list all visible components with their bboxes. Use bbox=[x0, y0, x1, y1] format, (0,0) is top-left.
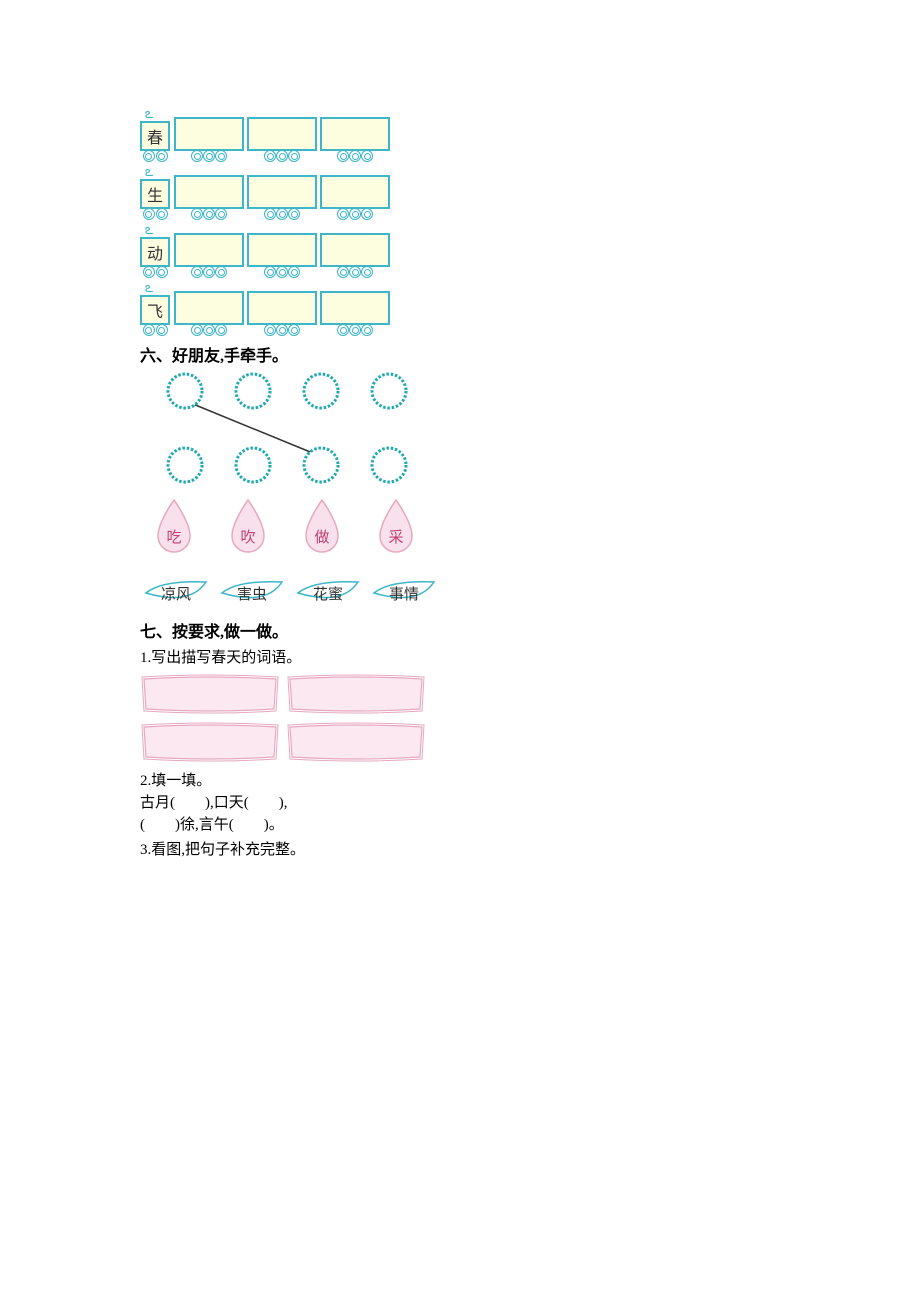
badge-char[interactable]: 升 bbox=[168, 448, 202, 482]
answer-boxes bbox=[140, 673, 440, 763]
answer-box[interactable] bbox=[286, 673, 426, 715]
badge-char[interactable]: 坏 bbox=[236, 448, 270, 482]
smoke-icon: ఽ bbox=[145, 168, 153, 178]
leaf-label: 害虫 bbox=[220, 583, 284, 604]
text-fragment: 古月( bbox=[140, 795, 175, 811]
drop-label: 吃 bbox=[152, 526, 196, 547]
smoke-icon: ఽ bbox=[145, 226, 153, 236]
leaf-row: 凉风 害虫 花蜜 事情 bbox=[140, 556, 460, 608]
q2-line2: ( )徐,言午( )。 bbox=[140, 814, 460, 836]
section6-title: 六、好朋友,手牵手。 bbox=[140, 342, 460, 366]
q2-title: 2.填一填。 bbox=[140, 769, 460, 790]
train-car[interactable] bbox=[320, 291, 390, 336]
train-car[interactable] bbox=[320, 175, 390, 220]
answer-box[interactable] bbox=[286, 721, 426, 763]
train-car[interactable] bbox=[174, 233, 244, 278]
drop-label: 做 bbox=[300, 526, 344, 547]
drop-label: 采 bbox=[374, 526, 418, 547]
leaf-shape[interactable]: 花蜜 bbox=[296, 578, 360, 608]
train-car[interactable] bbox=[174, 175, 244, 220]
text-fragment: )徐,言午( bbox=[175, 817, 234, 833]
train-engine: ఽ 春 bbox=[140, 110, 170, 162]
train-engine: ఽ 飞 bbox=[140, 284, 170, 336]
train-car[interactable] bbox=[320, 117, 390, 162]
train-row: ఽ 春 bbox=[140, 110, 460, 162]
train-car[interactable] bbox=[320, 233, 390, 278]
badge-char[interactable]: 入 bbox=[372, 448, 406, 482]
engine-char: 生 bbox=[140, 179, 170, 209]
leaf-shape[interactable]: 害虫 bbox=[220, 578, 284, 608]
leaf-label: 事情 bbox=[372, 583, 436, 604]
train-row: ఽ 飞 bbox=[140, 284, 460, 336]
train-car[interactable] bbox=[174, 117, 244, 162]
badge-char[interactable]: 降 bbox=[304, 374, 338, 408]
engine-char: 动 bbox=[140, 237, 170, 267]
smoke-icon: ఽ bbox=[145, 284, 153, 294]
engine-wheels bbox=[143, 150, 168, 162]
train-car[interactable] bbox=[247, 233, 317, 278]
train-engine: ఽ 动 bbox=[140, 226, 170, 278]
badge-char[interactable]: 好 bbox=[372, 374, 406, 408]
engine-wheels bbox=[143, 208, 168, 220]
q1-text: 1.写出描写春天的词语。 bbox=[140, 646, 460, 667]
leaf-label: 花蜜 bbox=[296, 583, 360, 604]
drop-shape[interactable]: 吃 bbox=[152, 498, 196, 556]
drop-shape[interactable]: 采 bbox=[374, 498, 418, 556]
q2-line1: 古月( ),口天( ), bbox=[140, 792, 460, 814]
train-section: ఽ 春 ఽ 生 ఽ 动 bbox=[140, 110, 460, 336]
drop-row: 吃 吹 做 采 bbox=[140, 490, 460, 556]
train-car[interactable] bbox=[247, 117, 317, 162]
drop-shape[interactable]: 吹 bbox=[226, 498, 270, 556]
train-row: ఽ 动 bbox=[140, 226, 460, 278]
drop-shape[interactable]: 做 bbox=[300, 498, 344, 556]
train-car[interactable] bbox=[247, 175, 317, 220]
section7-title: 七、按要求,做一做。 bbox=[140, 618, 460, 642]
train-car[interactable] bbox=[174, 291, 244, 336]
text-fragment: ),口天( bbox=[205, 795, 249, 811]
engine-wheels bbox=[143, 266, 168, 278]
engine-char: 春 bbox=[140, 121, 170, 151]
badge-char[interactable]: 小 bbox=[304, 448, 338, 482]
smoke-icon: ఽ bbox=[145, 110, 153, 120]
drop-label: 吹 bbox=[226, 526, 270, 547]
badge-char[interactable]: 出 bbox=[236, 374, 270, 408]
leaf-shape[interactable]: 凉风 bbox=[144, 578, 208, 608]
text-fragment: ), bbox=[279, 795, 288, 811]
engine-char: 飞 bbox=[140, 295, 170, 325]
answer-box[interactable] bbox=[140, 673, 280, 715]
q3-text: 3.看图,把句子补充完整。 bbox=[140, 838, 460, 859]
train-engine: ఽ 生 bbox=[140, 168, 170, 220]
leaf-shape[interactable]: 事情 bbox=[372, 578, 436, 608]
text-fragment: )。 bbox=[264, 817, 284, 833]
answer-box[interactable] bbox=[140, 721, 280, 763]
match-area[interactable]: 大 出 降 好 升 坏 小 入 bbox=[140, 370, 460, 490]
badge-char[interactable]: 大 bbox=[168, 374, 202, 408]
train-row: ఽ 生 bbox=[140, 168, 460, 220]
worksheet-page: ఽ 春 ఽ 生 ఽ 动 bbox=[0, 0, 460, 859]
leaf-label: 凉风 bbox=[144, 583, 208, 604]
engine-wheels bbox=[143, 324, 168, 336]
train-car[interactable] bbox=[247, 291, 317, 336]
text-fragment: ( bbox=[140, 817, 145, 833]
